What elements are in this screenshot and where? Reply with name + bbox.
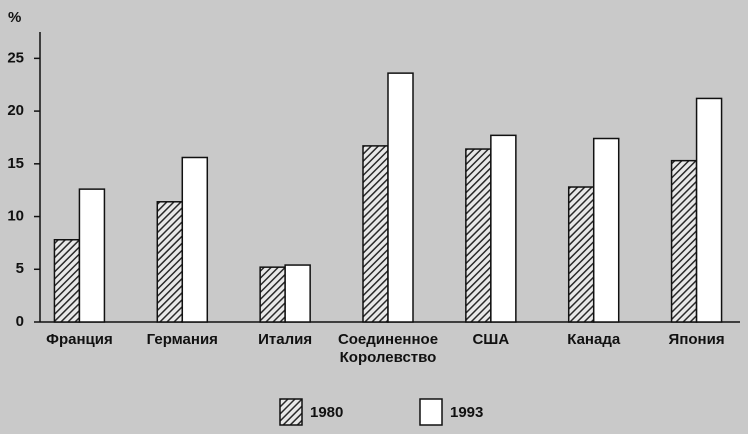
y-tick-label: 15 bbox=[7, 155, 24, 172]
bar bbox=[362, 145, 389, 323]
legend-swatch bbox=[279, 398, 303, 426]
y-tick-label: 0 bbox=[16, 313, 24, 330]
bar bbox=[567, 186, 595, 323]
bar bbox=[387, 72, 414, 323]
bar bbox=[156, 201, 184, 323]
x-tick-label: Италия bbox=[258, 331, 312, 348]
bar bbox=[695, 97, 723, 323]
bar bbox=[53, 238, 81, 323]
y-tick-label: 5 bbox=[16, 260, 24, 277]
bar bbox=[284, 264, 311, 323]
y-axis-label: % bbox=[8, 9, 21, 26]
x-tick-label: Соединенное Королевство bbox=[338, 331, 438, 366]
bar bbox=[670, 159, 698, 323]
x-tick-label: США bbox=[472, 331, 509, 348]
legend-label: 1993 bbox=[450, 404, 483, 421]
bar bbox=[259, 266, 286, 323]
y-tick-label: 10 bbox=[7, 208, 24, 225]
x-tick-label: Япония bbox=[669, 331, 725, 348]
x-tick-label: Франция bbox=[46, 331, 113, 348]
bar bbox=[592, 137, 620, 323]
bar bbox=[490, 134, 517, 323]
bar bbox=[465, 148, 492, 323]
bar bbox=[181, 156, 209, 323]
legend-swatch bbox=[419, 398, 443, 426]
bar bbox=[78, 188, 106, 323]
x-tick-label: Канада bbox=[567, 331, 621, 348]
y-tick-label: 25 bbox=[7, 49, 24, 66]
y-tick-label: 20 bbox=[7, 102, 24, 119]
x-tick-label: Германия bbox=[147, 331, 218, 348]
legend-label: 1980 bbox=[310, 404, 343, 421]
